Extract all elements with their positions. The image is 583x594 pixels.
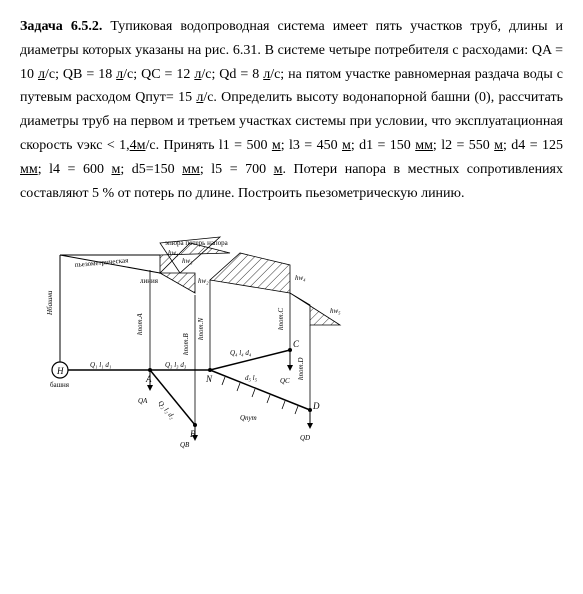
label-hpotA: hпот.А: [136, 313, 144, 335]
text-segment: /с; QB = 18: [45, 67, 116, 82]
text-segment: /с; QC = 12: [123, 67, 194, 82]
label-d5l5: d₅ l₅: [245, 374, 258, 382]
unit: л: [38, 67, 45, 82]
text-segment: ; d4 = 125: [503, 138, 563, 153]
label-QA: QA: [138, 397, 148, 405]
label-Qput: Qпут: [240, 414, 257, 422]
label-hw4: hw₄: [295, 274, 306, 282]
text-segment: /с. Принять l1 = 500: [145, 138, 271, 153]
label-bashnya: башня: [50, 381, 70, 389]
text-segment: ; l3 = 450: [281, 138, 342, 153]
text-segment: /с; Qd = 8: [201, 67, 263, 82]
node-D: D: [312, 401, 320, 411]
problem-text: Задача 6.5.2. Тупиковая водопроводная си…: [20, 15, 563, 205]
unit: м: [272, 138, 281, 153]
label-Hbashni: Hбашни: [46, 291, 54, 317]
label-Q4l4d4: Q₄ l₄ d₄: [230, 349, 252, 357]
text-segment: ; l4 = 600: [38, 162, 112, 177]
problem-title: Задача 6.5.2.: [20, 19, 102, 34]
text-segment: ; d5=150: [120, 162, 182, 177]
label-QC: QC: [280, 377, 290, 385]
unit: мм: [182, 162, 200, 177]
label-QD: QD: [300, 434, 310, 442]
text-segment: ; l2 = 550: [433, 138, 494, 153]
pipe-network-diagram: H башня Hбашни пьезометрическая линия эп…: [40, 225, 380, 450]
text-segment: ; d1 = 150: [351, 138, 415, 153]
unit: мм: [20, 162, 38, 177]
label-hw3: hw₃: [182, 257, 193, 265]
label-hpotN: hпот.N: [197, 318, 205, 340]
label-QB: QB: [180, 441, 190, 449]
label-hpotC: hпот.С: [277, 308, 285, 330]
unit: 4м: [130, 138, 146, 153]
label-hw2: hw₂: [198, 277, 209, 285]
label-Q1l1d1: Q₁ l₁ d₁: [90, 361, 111, 369]
label-Q2l2d2: Q₂ l₂ d₂: [156, 400, 176, 422]
node-A: A: [145, 374, 152, 384]
node-H: H: [56, 366, 64, 376]
node-C: C: [293, 339, 300, 349]
label-hpotD: hпот.D: [297, 358, 305, 380]
label-Q3l3d3: Q₃ l₃ d₃: [165, 361, 187, 369]
label-hw1: hw₁: [168, 249, 179, 257]
unit: м: [494, 138, 503, 153]
unit: мм: [415, 138, 433, 153]
text-segment: ; l5 = 700: [200, 162, 274, 177]
unit: м: [111, 162, 120, 177]
label-hpotB: hпот.В: [182, 333, 190, 355]
label-hw5: hw₅: [330, 307, 341, 315]
unit: м: [342, 138, 351, 153]
label-line: линия: [140, 277, 159, 285]
node-N: N: [205, 374, 213, 384]
